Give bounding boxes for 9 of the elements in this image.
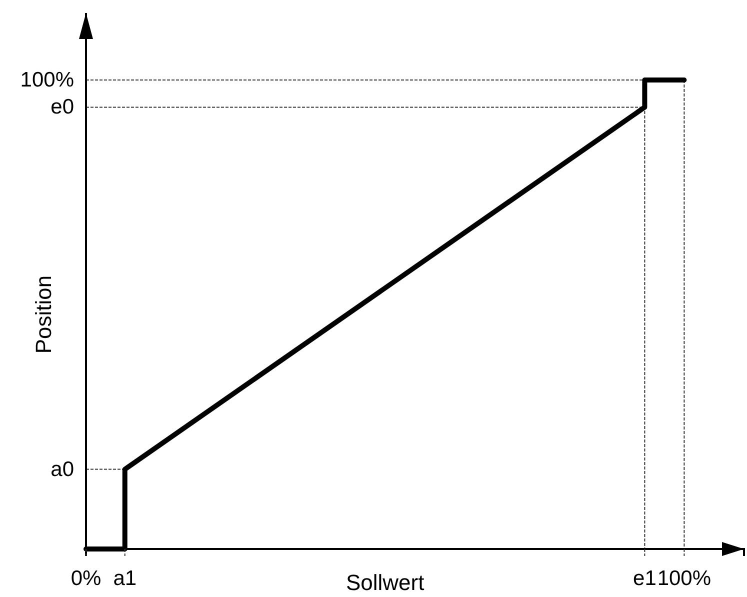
x-axis-title: Sollwert	[346, 570, 424, 595]
series-label: 100%	[20, 68, 74, 92]
x-tick-label: e1	[633, 566, 656, 590]
x-tick-label: 100%	[657, 566, 712, 590]
series-label: a0	[50, 458, 74, 481]
y-axis-title: Position	[30, 275, 56, 354]
x-tick-label: a1	[113, 566, 137, 590]
series-label: e0	[50, 96, 74, 119]
x-tick-label: 0%	[70, 566, 102, 590]
